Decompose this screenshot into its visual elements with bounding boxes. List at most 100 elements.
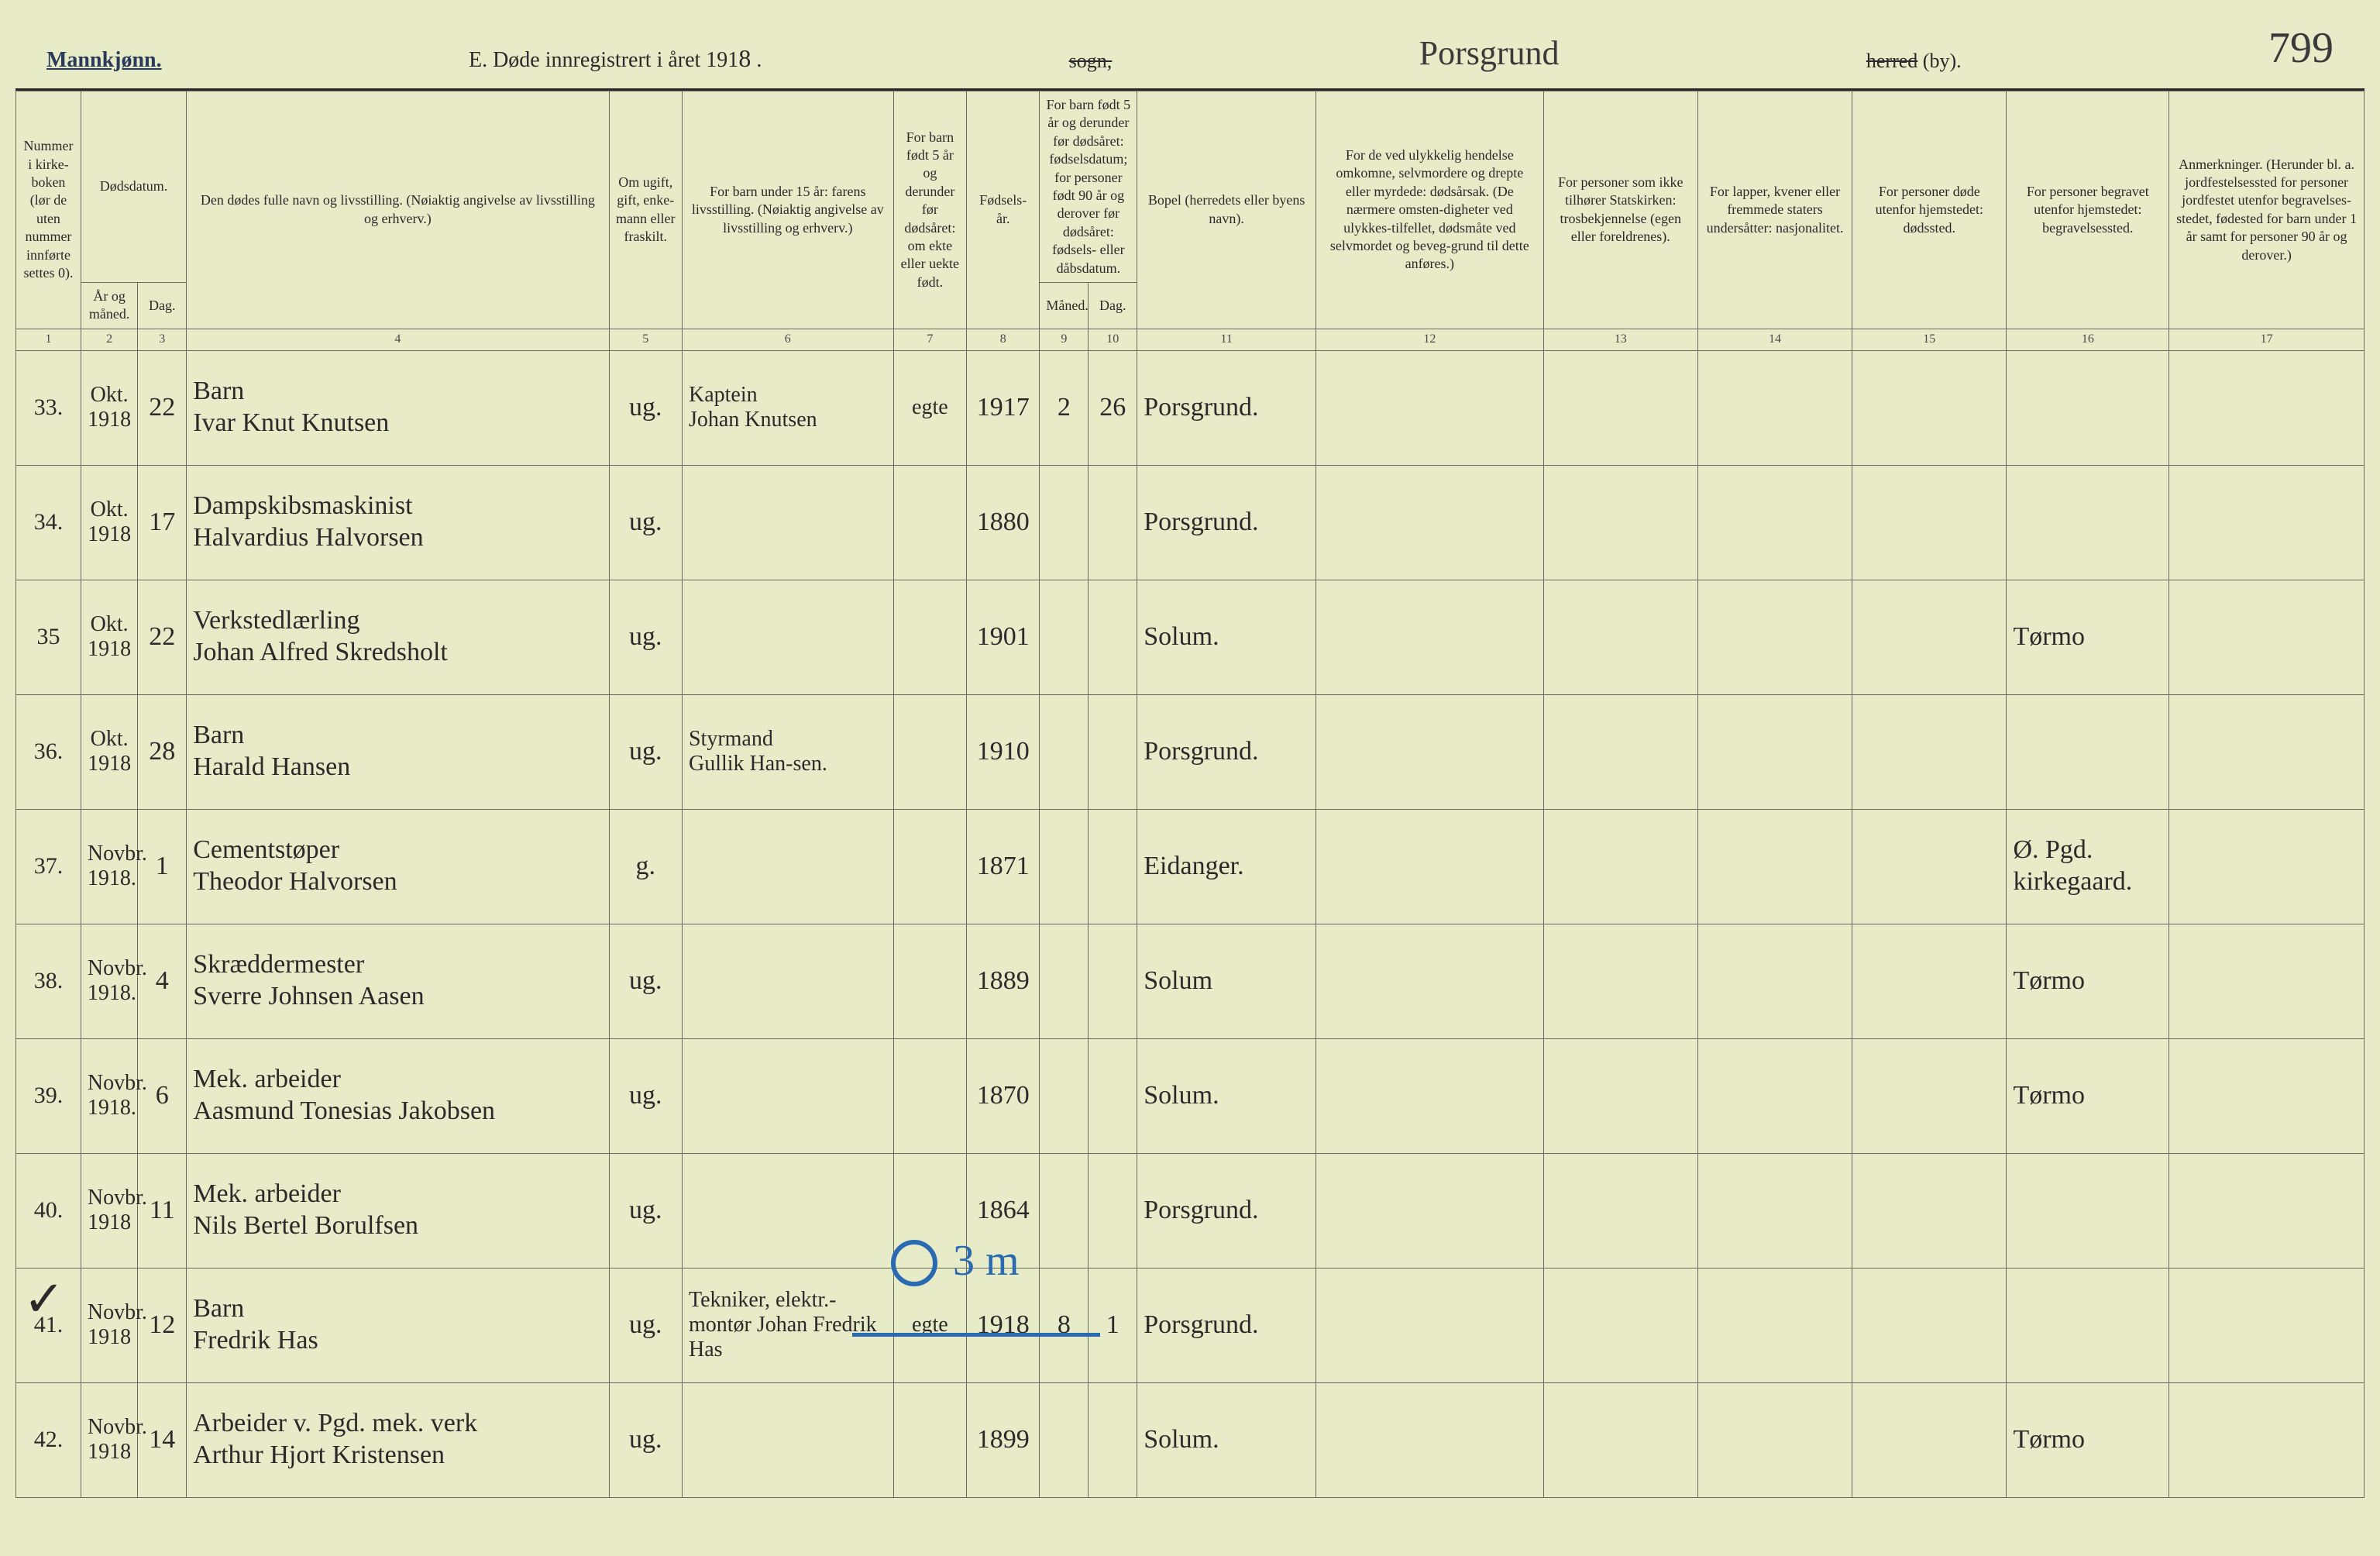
cell bbox=[1543, 924, 1697, 1038]
cell: Novbr. 1918 bbox=[81, 1382, 137, 1497]
cell: Porsgrund. bbox=[1137, 1153, 1316, 1268]
cell bbox=[2169, 1382, 2365, 1497]
cell: Mek. arbeider Aasmund Tonesias Jakobsen bbox=[187, 1038, 609, 1153]
cell: Novbr. 1918. bbox=[81, 809, 137, 924]
cell bbox=[1089, 1153, 1137, 1268]
cell: 1918 bbox=[967, 1268, 1040, 1382]
page-header: Mannkjønn. E. Døde innregistrert i året … bbox=[15, 15, 2365, 91]
cell bbox=[1089, 1038, 1137, 1153]
cell: 33. bbox=[16, 350, 81, 465]
cell: Cementstøper Theodor Halvorsen bbox=[187, 809, 609, 924]
cell bbox=[1543, 1038, 1697, 1153]
cell bbox=[2007, 1153, 2169, 1268]
cell bbox=[1697, 1153, 1852, 1268]
cell: Solum bbox=[1137, 924, 1316, 1038]
col-header: For barn født 5 år og derunder før dødså… bbox=[893, 91, 966, 329]
cell bbox=[2169, 694, 2365, 809]
cell: 22 bbox=[138, 350, 187, 465]
cell bbox=[1697, 350, 1852, 465]
cell bbox=[2169, 580, 2365, 694]
cell: Novbr. 1918. bbox=[81, 924, 137, 1038]
gender-label: Mannkjønn. bbox=[46, 48, 162, 73]
cell: egte bbox=[893, 1268, 966, 1382]
cell bbox=[1697, 580, 1852, 694]
col-subheader: Dag. bbox=[138, 282, 187, 329]
cell: 35 bbox=[16, 580, 81, 694]
cell: 1871 bbox=[967, 809, 1040, 924]
cell: Tørmo bbox=[2007, 580, 2169, 694]
table-row: 42.Novbr. 191814Arbeider v. Pgd. mek. ve… bbox=[16, 1382, 2365, 1497]
col-header: For personer begravet utenfor hjemstedet… bbox=[2007, 91, 2169, 329]
cell: Novbr. 1918 bbox=[81, 1153, 137, 1268]
cell: 1 bbox=[1089, 1268, 1137, 1382]
col-header: Den dødes fulle navn og livsstilling. (N… bbox=[187, 91, 609, 329]
cell: 8 bbox=[1040, 1268, 1089, 1382]
cell: Tørmo bbox=[2007, 1038, 2169, 1153]
cell bbox=[1316, 465, 1543, 580]
cell bbox=[1852, 350, 2007, 465]
cell: Solum. bbox=[1137, 1382, 1316, 1497]
cell bbox=[1697, 465, 1852, 580]
cell: 38. bbox=[16, 924, 81, 1038]
cell bbox=[1697, 1268, 1852, 1382]
herred-label: herred (by). bbox=[1866, 50, 1962, 73]
cell bbox=[1543, 809, 1697, 924]
cell bbox=[1852, 694, 2007, 809]
page-title: E. Døde innregistrert i året 1918 . bbox=[469, 44, 762, 73]
cell: Eidanger. bbox=[1137, 809, 1316, 924]
cell bbox=[2169, 465, 2365, 580]
cell: 39. bbox=[16, 1038, 81, 1153]
cell bbox=[2007, 465, 2169, 580]
cell bbox=[682, 924, 893, 1038]
cell: 34. bbox=[16, 465, 81, 580]
cell: Novbr. 1918. bbox=[81, 1038, 137, 1153]
cell: Solum. bbox=[1137, 580, 1316, 694]
parish-name: Porsgrund bbox=[1419, 33, 1560, 73]
cell: Okt. 1918 bbox=[81, 350, 137, 465]
cell: Tørmo bbox=[2007, 1382, 2169, 1497]
cell: Barn Ivar Knut Knutsen bbox=[187, 350, 609, 465]
cell bbox=[893, 694, 966, 809]
cell bbox=[682, 1153, 893, 1268]
cell bbox=[1852, 1382, 2007, 1497]
cell bbox=[1316, 694, 1543, 809]
cell bbox=[1089, 694, 1137, 809]
cell: 1 bbox=[138, 809, 187, 924]
cell: Porsgrund. bbox=[1137, 350, 1316, 465]
cell: 1917 bbox=[967, 350, 1040, 465]
cell: 17 bbox=[138, 465, 187, 580]
cell bbox=[1089, 465, 1137, 580]
col-header: For lapper, kvener eller fremmede stater… bbox=[1697, 91, 1852, 329]
sogn-label: sogn, bbox=[1069, 50, 1113, 73]
cell bbox=[1543, 350, 1697, 465]
cell: 40. bbox=[16, 1153, 81, 1268]
cell: 6 bbox=[138, 1038, 187, 1153]
cell bbox=[682, 1038, 893, 1153]
cell bbox=[1040, 924, 1089, 1038]
cell: Porsgrund. bbox=[1137, 465, 1316, 580]
cell bbox=[682, 465, 893, 580]
col-header: Nummer i kirke-boken (lør de uten nummer… bbox=[16, 91, 81, 329]
cell bbox=[1316, 1382, 1543, 1497]
page-number: 799 bbox=[2268, 23, 2334, 73]
cell: 1864 bbox=[967, 1153, 1040, 1268]
cell: Okt. 1918 bbox=[81, 580, 137, 694]
cell bbox=[1852, 465, 2007, 580]
cell: g. bbox=[609, 809, 682, 924]
cell: Okt. 1918 bbox=[81, 465, 137, 580]
cell: Tørmo bbox=[2007, 924, 2169, 1038]
cell: Okt. 1918 bbox=[81, 694, 137, 809]
cell bbox=[1089, 809, 1137, 924]
cell: 1910 bbox=[967, 694, 1040, 809]
cell bbox=[2007, 694, 2169, 809]
cell bbox=[2169, 924, 2365, 1038]
cell bbox=[1543, 1153, 1697, 1268]
cell: Solum. bbox=[1137, 1038, 1316, 1153]
col-header: Om ugift, gift, enke-mann eller fraskilt… bbox=[609, 91, 682, 329]
cell: 14 bbox=[138, 1382, 187, 1497]
col-header: For barn født 5 år og derunder før dødså… bbox=[1040, 91, 1137, 283]
cell bbox=[2169, 350, 2365, 465]
cell bbox=[893, 1153, 966, 1268]
cell bbox=[893, 1382, 966, 1497]
cell bbox=[893, 924, 966, 1038]
